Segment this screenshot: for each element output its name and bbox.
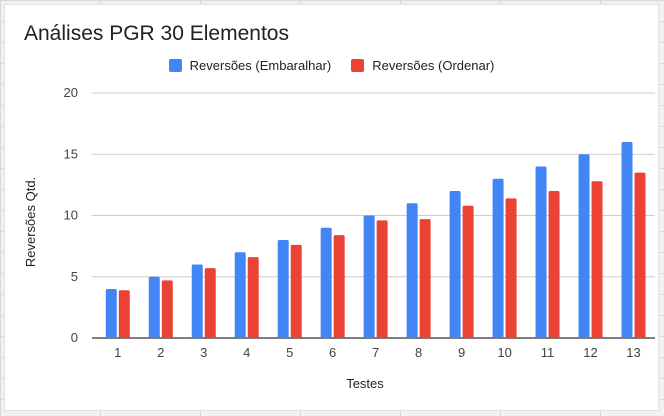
bar[interactable] xyxy=(406,203,418,338)
legend-item-ordenar[interactable]: Reversões (Ordenar) xyxy=(351,58,494,73)
bar[interactable] xyxy=(591,181,603,338)
bar[interactable] xyxy=(320,227,332,338)
bar[interactable] xyxy=(247,257,259,338)
bar[interactable] xyxy=(376,220,388,338)
bar[interactable] xyxy=(148,276,160,338)
bar[interactable] xyxy=(105,289,117,338)
bar[interactable] xyxy=(277,240,289,338)
x-tick-label: 9 xyxy=(458,345,465,360)
legend-label-ordenar: Reversões (Ordenar) xyxy=(372,58,495,73)
x-tick-label: 12 xyxy=(583,345,597,360)
x-axis-title: Testes xyxy=(346,376,384,391)
bar[interactable] xyxy=(161,280,173,338)
x-tick-label: 13 xyxy=(626,345,640,360)
y-tick-label: 20 xyxy=(64,85,78,100)
x-tick-label: 5 xyxy=(286,345,293,360)
bar[interactable] xyxy=(634,172,646,338)
bar[interactable] xyxy=(191,264,203,339)
x-tick-label: 2 xyxy=(157,345,164,360)
bar[interactable] xyxy=(204,268,216,338)
bar[interactable] xyxy=(234,252,246,338)
legend-swatch-ordenar xyxy=(351,59,365,72)
y-tick-label: 5 xyxy=(71,269,78,284)
y-axis-title: Reversões Qtd. xyxy=(23,177,38,267)
bar[interactable] xyxy=(462,205,474,338)
bar[interactable] xyxy=(535,166,547,339)
x-tick-label: 11 xyxy=(541,345,555,360)
y-tick-label: 0 xyxy=(71,330,78,345)
x-tick-label: 4 xyxy=(243,345,250,360)
bar[interactable] xyxy=(548,191,560,338)
bar[interactable] xyxy=(118,290,130,338)
x-tick-label: 8 xyxy=(415,345,422,360)
bar[interactable] xyxy=(449,191,461,338)
bar[interactable] xyxy=(505,198,517,338)
chart-card[interactable]: Análises PGR 30 Elementos Reversões (Emb… xyxy=(5,5,658,410)
bar[interactable] xyxy=(578,154,590,338)
x-tick-label: 6 xyxy=(329,345,336,360)
x-tick-label: 7 xyxy=(372,345,379,360)
chart-title: Análises PGR 30 Elementos xyxy=(24,22,289,45)
bar[interactable] xyxy=(363,215,375,339)
legend-label-embaralhar: Reversões (Embaralhar) xyxy=(189,58,332,73)
y-tick-label: 15 xyxy=(64,146,78,161)
bar[interactable] xyxy=(621,142,633,338)
bar[interactable] xyxy=(492,178,504,338)
y-tick-label: 10 xyxy=(64,208,78,223)
legend: Reversões (Embaralhar) Reversões (Ordena… xyxy=(5,58,658,73)
x-tick-label: 10 xyxy=(497,345,511,360)
legend-item-embaralhar[interactable]: Reversões (Embaralhar) xyxy=(168,58,332,73)
bar[interactable] xyxy=(290,244,302,338)
x-tick-label: 3 xyxy=(200,345,207,360)
bar[interactable] xyxy=(333,235,345,338)
bar[interactable] xyxy=(419,219,431,338)
x-tick-label: 1 xyxy=(114,345,121,360)
legend-swatch-embaralhar xyxy=(168,59,182,72)
